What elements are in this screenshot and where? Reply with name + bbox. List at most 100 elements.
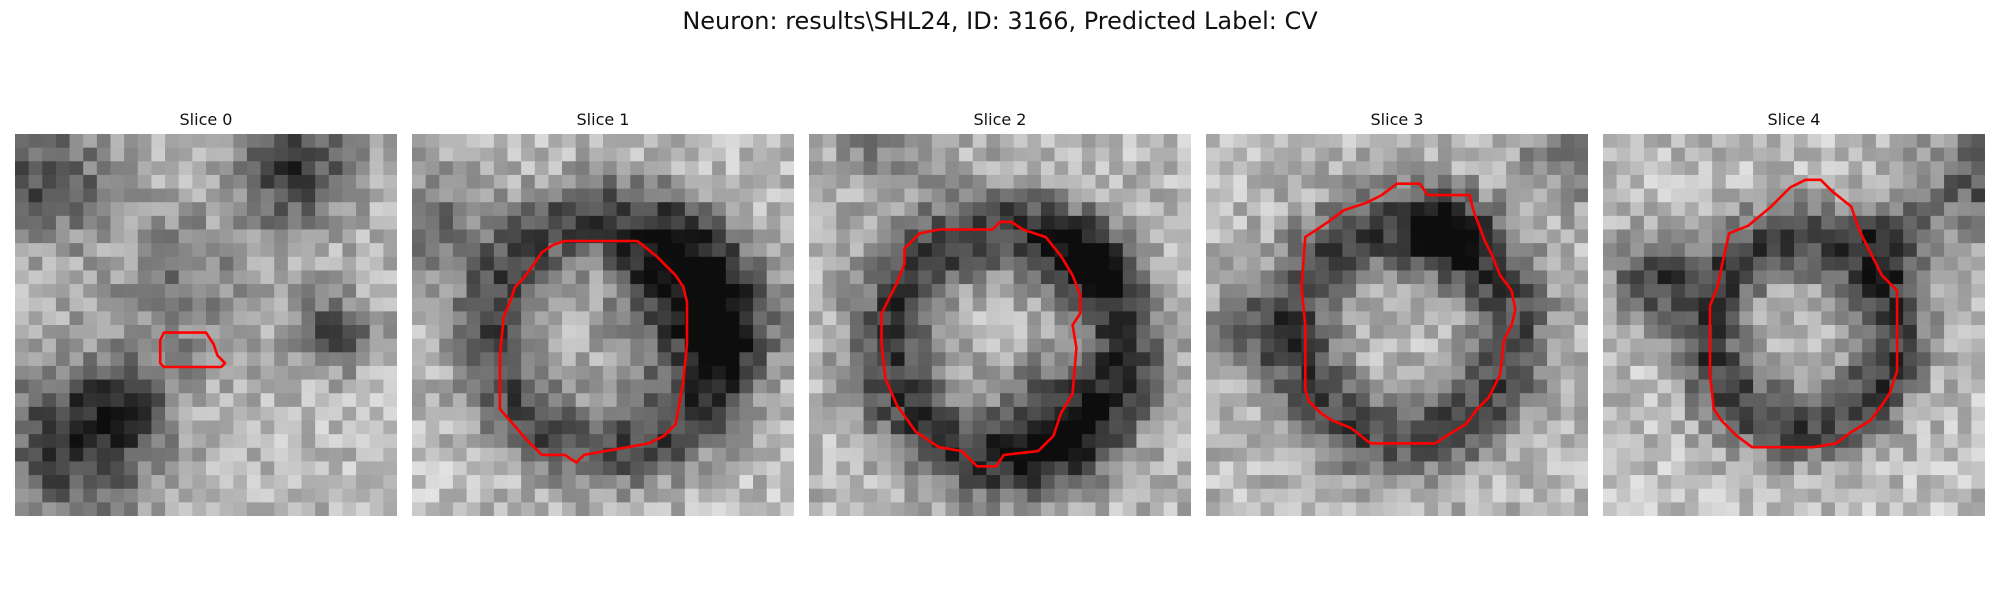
image-pixel (1013, 311, 1028, 326)
image-pixel (657, 393, 672, 408)
image-pixel (1315, 434, 1330, 449)
image-pixel (863, 447, 878, 463)
image-pixel (1219, 202, 1234, 217)
image-pixel (1315, 311, 1330, 326)
image-pixel (439, 147, 454, 162)
image-pixel (739, 174, 754, 190)
image-pixel (1287, 229, 1303, 244)
image-pixel (1492, 161, 1507, 176)
image-pixel (972, 215, 987, 231)
image-pixel (972, 202, 987, 217)
image-pixel (1328, 270, 1344, 285)
image-pixel (521, 215, 536, 231)
image-pixel (1533, 270, 1548, 285)
image-pixel (1766, 434, 1781, 449)
image-pixel (1136, 215, 1151, 231)
image-pixel (1081, 297, 1097, 312)
image-pixel (1369, 202, 1384, 217)
image-pixel (766, 406, 781, 422)
image-pixel (1315, 365, 1330, 381)
image-pixel (356, 393, 371, 408)
image-pixel (246, 379, 262, 394)
image-pixel (110, 502, 125, 516)
image-pixel (1000, 502, 1015, 516)
image-pixel (1643, 311, 1659, 326)
image-pixel (809, 270, 824, 285)
image-pixel (1875, 161, 1891, 176)
image-pixel (1163, 229, 1178, 244)
image-pixel (1519, 147, 1535, 162)
image-pixel (712, 202, 727, 217)
image-pixel (507, 365, 522, 381)
image-pixel (1753, 161, 1768, 176)
image-pixel (603, 475, 618, 490)
image-pixel (1712, 434, 1727, 449)
image-pixel (712, 488, 727, 503)
image-pixel (1287, 502, 1303, 516)
image-pixel (1616, 202, 1631, 217)
image-pixel (698, 147, 713, 162)
image-pixel (55, 243, 71, 258)
image-pixel (1369, 147, 1384, 162)
image-pixel (1862, 161, 1877, 176)
image-pixel (1903, 406, 1918, 422)
image-pixel (1889, 502, 1904, 516)
image-pixel (69, 284, 84, 299)
image-pixel (1109, 393, 1124, 408)
image-pixel (1630, 352, 1645, 367)
image-pixel (877, 475, 892, 490)
image-pixel (452, 134, 468, 149)
image-pixel (246, 215, 262, 231)
image-pixel (1930, 297, 1945, 312)
image-pixel (219, 243, 234, 258)
image-pixel (1150, 475, 1165, 490)
image-pixel (863, 488, 878, 503)
image-pixel (986, 406, 1001, 422)
image-pixel (562, 270, 577, 285)
image-pixel (466, 434, 481, 449)
image-pixel (1233, 256, 1248, 272)
image-pixel (1506, 215, 1521, 231)
image-pixel (1478, 243, 1494, 258)
image-pixel (1437, 284, 1453, 299)
image-pixel (1560, 311, 1575, 326)
image-pixel (1274, 502, 1289, 516)
image-pixel (1478, 420, 1494, 435)
image-pixel (753, 134, 768, 149)
image-pixel (69, 447, 84, 463)
image-pixel (1930, 420, 1945, 435)
image-pixel (809, 338, 824, 353)
image-pixel (863, 202, 878, 217)
image-pixel (1616, 188, 1631, 203)
image-pixel (452, 352, 468, 367)
image-pixel (1287, 297, 1303, 312)
image-pixel (1342, 393, 1357, 408)
image-pixel (1301, 256, 1316, 272)
image-pixel (945, 202, 960, 217)
image-pixel (1875, 502, 1891, 516)
image-pixel (684, 229, 700, 244)
image-pixel (1944, 229, 1959, 244)
image-pixel (151, 174, 166, 190)
image-pixel (507, 447, 522, 463)
image-pixel (507, 502, 522, 516)
image-pixel (260, 229, 275, 244)
image-pixel (1616, 434, 1631, 449)
image-pixel (548, 270, 563, 285)
image-pixel (369, 284, 384, 299)
image-pixel (1465, 502, 1480, 516)
image-pixel (1753, 284, 1768, 299)
image-pixel (959, 475, 974, 490)
image-pixel (42, 406, 57, 422)
image-pixel (1260, 229, 1275, 244)
image-pixel (1780, 338, 1795, 353)
image-pixel (328, 434, 344, 449)
image-pixel (274, 352, 289, 367)
image-pixel (342, 270, 357, 285)
image-pixel (1451, 488, 1466, 503)
image-pixel (603, 379, 618, 394)
image-pixel (1630, 365, 1645, 381)
image-pixel (165, 134, 180, 149)
image-pixel (712, 434, 727, 449)
image-pixel (1630, 215, 1645, 231)
